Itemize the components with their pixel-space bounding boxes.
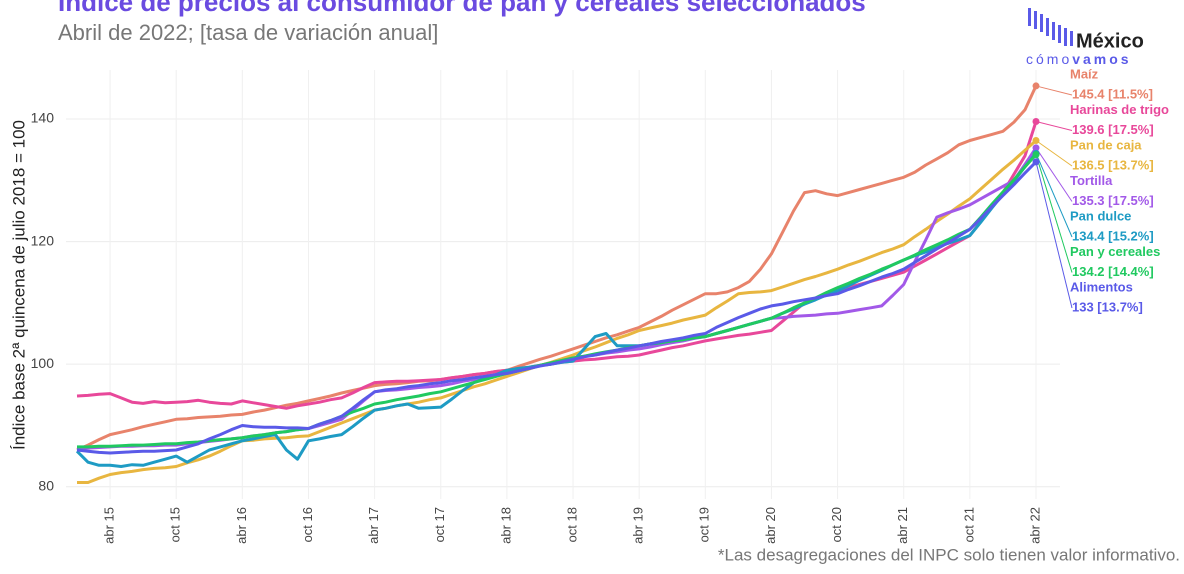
x-tick-label: oct 16 <box>300 507 315 542</box>
chart-subtitle: Abril de 2022; [tasa de variación anual] <box>58 20 438 45</box>
y-tick-label: 80 <box>38 477 54 493</box>
x-tick-label: oct 17 <box>432 507 447 542</box>
x-tick-label: oct 21 <box>961 507 976 542</box>
x-tick-label: oct 20 <box>829 507 844 542</box>
end-value-label: 139.6 [17.5%] <box>1072 122 1154 137</box>
end-value-label: 134.4 [15.2%] <box>1072 228 1154 243</box>
logo: México cómovamos <box>1026 8 1144 67</box>
leader-line <box>1035 147 1073 202</box>
chart-title: Índice de precios al consumidor de pan y… <box>58 0 866 17</box>
x-tick-label: abr 17 <box>366 507 381 544</box>
legend-label: Alimentos <box>1070 279 1133 294</box>
series-line <box>77 139 1037 484</box>
logo-tagline-bold: vamos <box>1072 51 1131 67</box>
end-value-label: 134.2 [14.4%] <box>1072 264 1154 279</box>
x-tick-label: abr 22 <box>1027 507 1042 544</box>
legend-label: Pan y cereales <box>1070 244 1160 259</box>
x-tick-label: abr 19 <box>631 507 646 544</box>
end-value-label: 135.3 [17.5%] <box>1072 193 1154 208</box>
leader-line <box>1035 154 1073 273</box>
x-tick-label: oct 19 <box>697 507 712 542</box>
x-tick-label: oct 15 <box>168 507 183 542</box>
logo-name: México <box>1076 30 1144 52</box>
leader-line <box>1035 85 1073 96</box>
end-point <box>1032 158 1040 166</box>
end-point <box>1032 144 1040 152</box>
leader-line <box>1035 161 1073 309</box>
series-line <box>76 85 1038 452</box>
end-point <box>1032 151 1040 159</box>
x-tick-label: abr 20 <box>763 507 778 544</box>
y-tick-label: 120 <box>31 232 55 248</box>
end-value-label: 133 [13.7%] <box>1072 299 1143 314</box>
leader-line <box>1035 140 1073 167</box>
legend-label: Pan dulce <box>1070 208 1131 223</box>
legend-label: Maíz <box>1070 66 1099 81</box>
y-axis-label: Índice base 2ª quincena de julio 2018 = … <box>9 120 28 450</box>
leader-line <box>1035 153 1073 238</box>
end-point <box>1032 136 1040 144</box>
end-value-label: 145.4 [11.5%] <box>1072 86 1153 101</box>
x-tick-label: oct 18 <box>564 507 579 542</box>
logo-bars <box>1028 8 1073 46</box>
x-tick-label: abr 18 <box>498 507 513 544</box>
logo-tagline: cómovamos <box>1026 51 1132 67</box>
logo-tagline-light: cómo <box>1026 51 1072 67</box>
end-point <box>1032 82 1040 90</box>
legend-label: Tortilla <box>1070 173 1113 188</box>
legend-label: Pan de caja <box>1070 137 1142 152</box>
x-tick-label: abr 15 <box>102 507 117 544</box>
end-value-label: 136.5 [13.7%] <box>1072 157 1154 172</box>
leader-line <box>1035 120 1073 131</box>
end-point <box>1032 117 1040 125</box>
x-tick-label: abr 16 <box>234 507 249 544</box>
y-tick-label: 100 <box>31 355 55 371</box>
series-line <box>76 160 1038 455</box>
footnote: *Las desagregaciones del INPC solo tiene… <box>718 545 1180 564</box>
x-tick-label: abr 21 <box>895 507 910 544</box>
legend-label: Harinas de trigo <box>1070 102 1169 117</box>
series-line <box>75 152 1038 468</box>
y-tick-label: 140 <box>31 110 55 126</box>
